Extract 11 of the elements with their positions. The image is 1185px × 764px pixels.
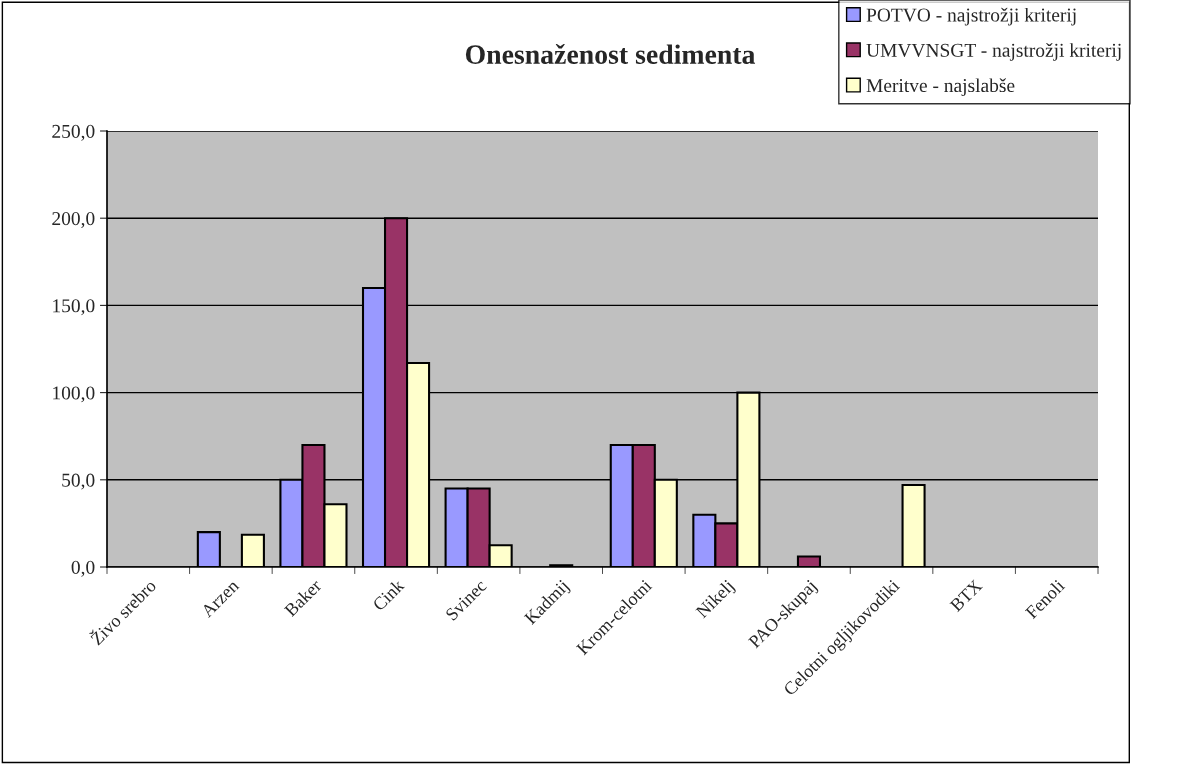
x-tick-label: Cink	[371, 578, 406, 612]
y-tick-label: 100,0	[53, 386, 95, 403]
y-tick-label: 250,0	[52, 124, 95, 141]
y-tick-label: 50,0	[62, 473, 95, 490]
y-tick-label: 0,0	[71, 560, 95, 577]
y-tick-label: 200,0	[52, 212, 95, 228]
legend-label: UMVVNSGT - najstrožji kriterij	[866, 43, 1121, 61]
y-tick-label: 150,0	[53, 299, 95, 316]
chart-title: Onesnaženost sedimenta	[465, 44, 756, 64]
legend-label: Meritve - najslabše	[866, 78, 1015, 97]
legend-label: POTVO - najstrožji kriterij	[866, 7, 1076, 26]
